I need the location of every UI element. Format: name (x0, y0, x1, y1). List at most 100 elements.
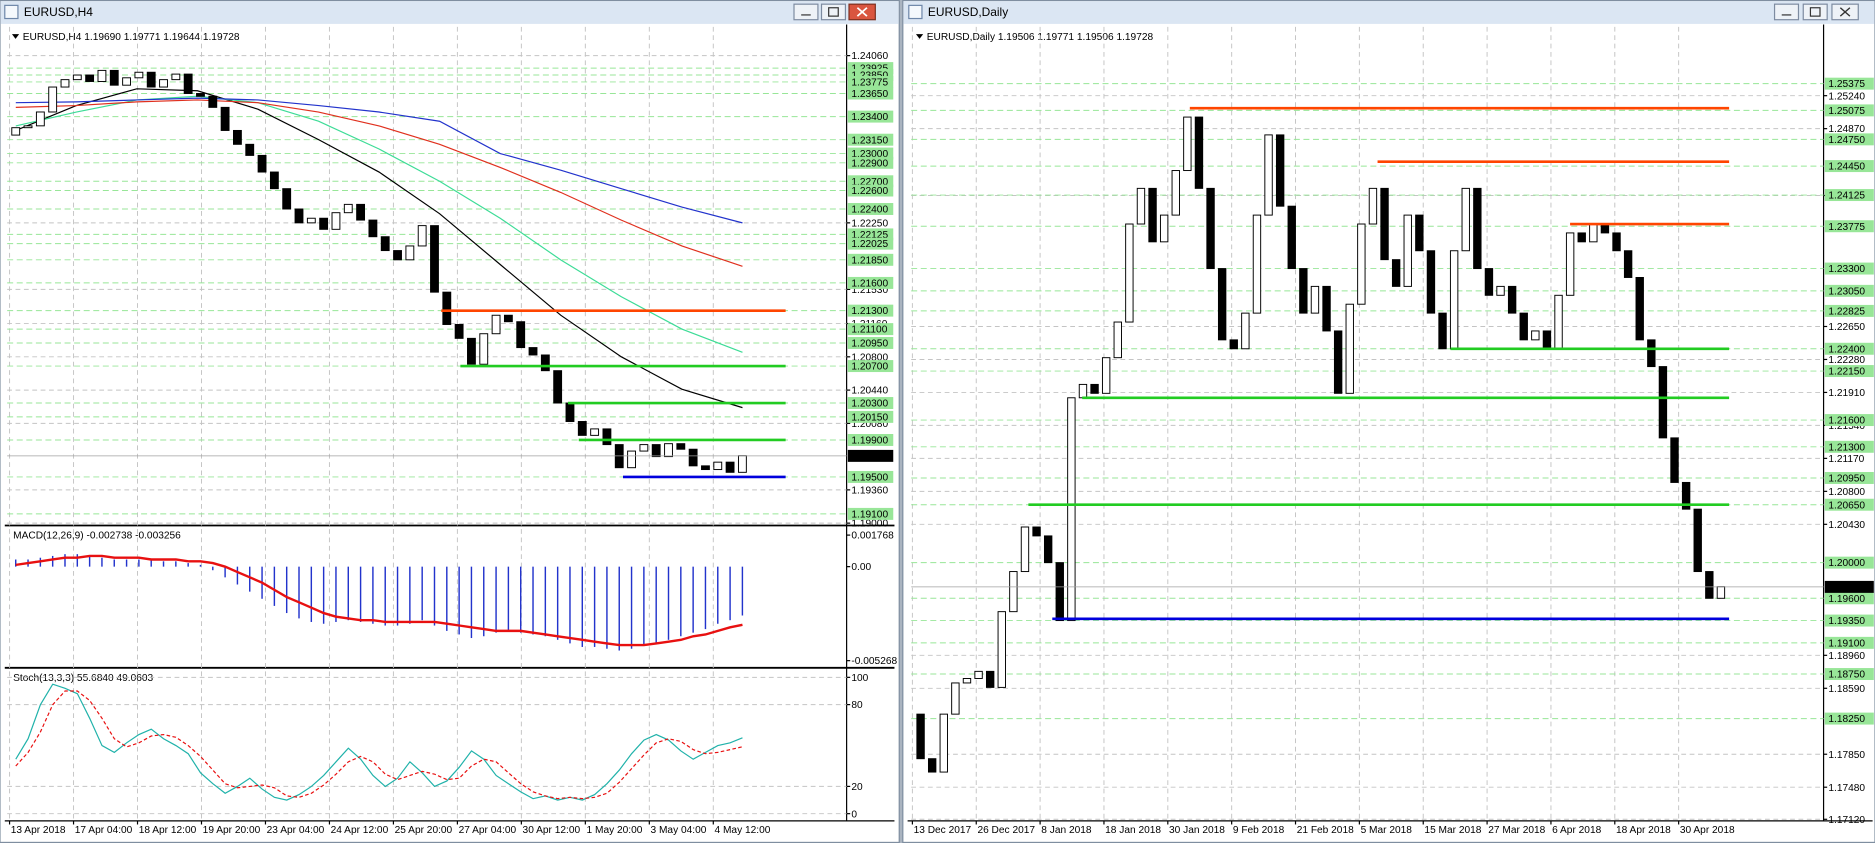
level-label: 1.24750 (1828, 135, 1865, 146)
candle-body (577, 421, 587, 436)
title-bar (0, 1, 899, 24)
level-label-box (1824, 262, 1874, 275)
level-label-box (847, 253, 894, 266)
candle-body (491, 314, 501, 335)
dropdown-icon (915, 34, 924, 39)
indicator-label: MACD(12,26,9) -0.002738 -0.003256 (13, 531, 181, 542)
date-label: 30 Apr 12:00 (523, 825, 581, 836)
minimize-button[interactable] (1773, 3, 1800, 21)
candle-body (1612, 232, 1621, 252)
y-tick-label: 1.20800 (1828, 487, 1865, 498)
candle-body (196, 93, 205, 97)
date-label: 13 Dec 2017 (914, 825, 972, 836)
level-label: 1.20950 (851, 339, 888, 350)
candle-body (1299, 268, 1308, 314)
candle-body (405, 245, 415, 261)
candle-body (442, 291, 452, 325)
level-label: 1.18250 (1828, 714, 1865, 725)
candle-body (1009, 571, 1018, 613)
y-tick-label: 1.19000 (851, 519, 888, 530)
current-price-label: 1.19728 (851, 451, 888, 462)
candle-body (1078, 383, 1088, 399)
moving-average (15, 88, 743, 409)
candle-body (1136, 187, 1146, 225)
level-label: 1.23775 (851, 78, 888, 89)
level-label: 1.19100 (1828, 638, 1865, 649)
candle-body (430, 225, 439, 293)
candle-body (1101, 357, 1111, 394)
y-tick-label: 1.24870 (1828, 124, 1865, 135)
candle-body (72, 74, 82, 81)
y-tick-label: 1.18960 (1828, 651, 1865, 662)
date-label: 19 Apr 20:00 (203, 825, 261, 836)
candle-body (1600, 223, 1610, 234)
level-label: 1.21600 (1828, 416, 1865, 427)
level-label: 1.25075 (1828, 106, 1865, 117)
candle-body (1345, 303, 1354, 394)
candle-body (1183, 116, 1192, 172)
candle-body (343, 203, 353, 214)
level-label-box (847, 156, 894, 169)
level-label: 1.23150 (851, 135, 888, 146)
candle-body (60, 79, 70, 88)
level-label: 1.20000 (1828, 558, 1865, 569)
indicator-tick-label: 80 (851, 700, 863, 711)
candle-body (737, 455, 747, 473)
candle-body (48, 86, 58, 113)
maximize-button[interactable] (1802, 3, 1828, 21)
indicator-tick-label: -0.005268 (851, 656, 897, 667)
level-label-box (1824, 160, 1874, 173)
candle-body (651, 444, 661, 458)
current-price-label: 1.19728 (1828, 582, 1865, 593)
date-label: 24 Apr 12:00 (331, 825, 389, 836)
candle-body (1264, 134, 1273, 216)
minimize-button[interactable] (793, 3, 819, 21)
level-label-box (1824, 365, 1874, 378)
y-tick-label: 1.21540 (1828, 421, 1865, 432)
y-tick-label: 1.20440 (851, 386, 888, 397)
level-label-box (1824, 304, 1874, 317)
level-label: 1.20300 (851, 399, 888, 410)
candle-body (122, 77, 131, 86)
candle-body (565, 402, 575, 422)
candle-body (1670, 437, 1679, 483)
date-label: 5 Mar 2018 (1361, 825, 1413, 836)
level-label: 1.21300 (851, 306, 888, 317)
candle-body (927, 758, 937, 773)
candle-body (1484, 268, 1494, 296)
y-tick-label: 1.20800 (851, 352, 888, 363)
candle-body (1020, 526, 1030, 573)
level-label: 1.23650 (851, 89, 888, 100)
moving-average (15, 97, 743, 224)
candle-body (368, 219, 378, 238)
level-label: 1.20950 (1828, 474, 1865, 485)
level-label: 1.23000 (851, 149, 888, 160)
candle-body (1531, 330, 1540, 341)
level-label-box (1824, 342, 1874, 355)
level-label: 1.24125 (1828, 191, 1865, 202)
level-label: 1.25375 (1828, 79, 1865, 90)
level-label: 1.19350 (1828, 616, 1865, 627)
y-tick-label: 1.19360 (851, 485, 888, 496)
maximize-button[interactable] (820, 3, 847, 21)
level-label-box (1824, 712, 1874, 725)
level-label: 1.22825 (1828, 306, 1865, 317)
candle-body (97, 69, 107, 82)
level-label-box (1824, 636, 1874, 649)
level-label-box (847, 360, 894, 373)
level-label-box (1824, 220, 1874, 233)
level-label-box (847, 397, 894, 410)
candle-body (939, 713, 948, 773)
level-label-box (847, 237, 894, 250)
level-label-box (847, 323, 894, 336)
date-label: 18 Apr 12:00 (139, 825, 197, 836)
candle-body (1287, 205, 1296, 270)
candle-body (356, 203, 366, 221)
date-label: 27 Mar 2018 (1488, 825, 1545, 836)
dropdown-icon (11, 34, 20, 39)
level-label-box (1824, 284, 1874, 297)
level-label-box (847, 507, 894, 520)
level-label-box (1824, 440, 1874, 453)
candle-body (1171, 170, 1180, 216)
